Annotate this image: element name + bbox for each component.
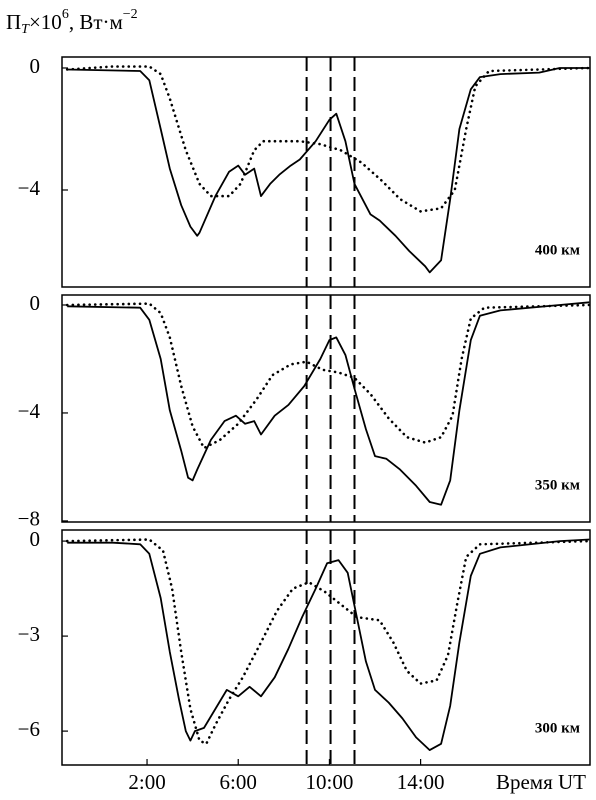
y-axis-label-part: T [21, 22, 30, 37]
series-line [67, 301, 590, 506]
y-tick-label: 0 [30, 291, 41, 315]
series-line [65, 65, 591, 213]
x-tick-label: 2:00 [128, 770, 165, 794]
plot-frame [61, 294, 591, 523]
y-axis-label: ПT×106, Вт·м−2 [6, 7, 138, 37]
series-line [67, 67, 590, 274]
y-axis-label-part: −2 [123, 7, 138, 22]
x-tick-label: 6:00 [220, 770, 257, 794]
panel-label: 400 км [535, 242, 580, 258]
series-line [67, 538, 590, 751]
y-axis-label-part: 6 [62, 7, 69, 22]
y-tick-label: −6 [18, 717, 40, 741]
panel-label: 300 км [535, 720, 580, 736]
y-axis-label-part: П [6, 10, 21, 34]
y-tick-label: 0 [30, 54, 41, 78]
y-tick-label: −3 [18, 622, 40, 646]
plot-frame [61, 529, 591, 766]
y-tick-label: −4 [18, 176, 41, 200]
panel-label: 350 км [535, 477, 580, 493]
series-line [65, 538, 591, 746]
y-axis-label-part: , Вт·м [69, 10, 123, 34]
x-tick-label: 14:00 [397, 770, 445, 794]
series-line [65, 302, 591, 450]
x-tick-label: 10:00 [305, 770, 353, 794]
plot-frame [61, 56, 591, 288]
x-axis-label: Время UT [496, 770, 586, 794]
y-tick-label: −4 [18, 399, 41, 423]
y-tick-label: 0 [30, 527, 41, 551]
y-axis-label-part: ×10 [29, 10, 62, 34]
y-tick-label: −8 [18, 507, 40, 531]
